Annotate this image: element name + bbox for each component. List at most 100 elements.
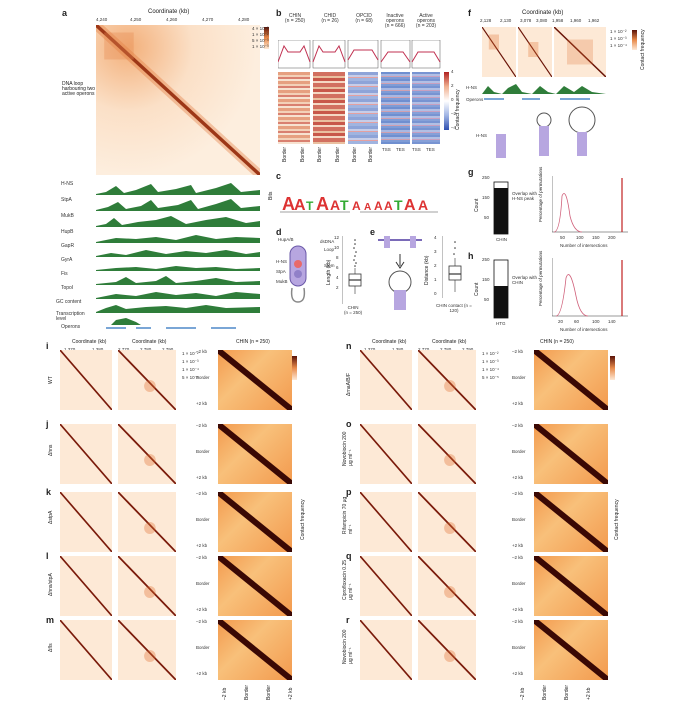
panel-g-xlabel: CHIN (496, 237, 507, 242)
svg-text:A: A (404, 197, 416, 214)
svg-text:A: A (384, 199, 393, 213)
panel-c-ylabel: Bits (268, 191, 274, 200)
right-chin-tick-3-2: +2 kb (512, 607, 524, 612)
left-chin-tick-4-2: +2 kb (196, 671, 208, 676)
panel-h-ylabel: Count (474, 282, 480, 296)
panel-h-bar (493, 259, 509, 319)
left-chin-tick-0-2: +2 kb (196, 401, 208, 406)
panel-g-bar (493, 181, 509, 235)
left-chin-tick-3-0: –2 kb (196, 555, 208, 560)
right-map-a-3 (360, 556, 412, 616)
svg-text:A: A (282, 194, 295, 214)
panel-letter-j: j (46, 419, 49, 429)
left-chin-tick-2-0: –2 kb (196, 491, 208, 496)
svg-text:A: A (352, 199, 361, 213)
panel-d-ylabel: Length (kb) (326, 259, 332, 285)
row-label-rna: ΔrnaA/B/F (346, 372, 352, 396)
panel-h-legend: Overlap with CHIN (512, 275, 538, 285)
left-map-a-2 (60, 492, 112, 552)
row-label-stpa: ΔstpA (48, 510, 54, 524)
panel-g-hist-ylabel: Percentage of permutations (538, 166, 543, 222)
svg-text:A: A (330, 197, 340, 213)
left-chin-map-1 (218, 424, 292, 484)
right-chin-tick-3-0: –2 kb (512, 555, 524, 560)
panel-f-hns-label: H-NS (476, 133, 487, 138)
right-map-b-0 (418, 350, 476, 410)
panel-letter-h: h (468, 251, 474, 261)
right-chin-tick-1-1: Border (512, 449, 526, 454)
panel-e-boxplot (442, 236, 462, 298)
panel-letter-i: i (46, 341, 49, 351)
panel-letter-q: q (346, 551, 352, 561)
panel-f-map-2 (518, 27, 552, 77)
right-chin-tick-3-1: Border (512, 581, 526, 586)
panel-d-boxplot (342, 236, 362, 304)
panel-h-hist-ylabel: Percentage of permutations (538, 250, 543, 306)
right-chin-tick-4-0: –2 kb (512, 619, 524, 624)
right-chin-map-4 (534, 620, 608, 680)
panel-b-profiles (278, 40, 441, 69)
panel-a-annotation: DNA loop harbouring two active operons (62, 81, 96, 97)
panel-h-hist-xlabel: Number of intersections (560, 327, 608, 332)
left-chin-map-0 (218, 350, 292, 410)
panel-letter-d: d (276, 227, 282, 237)
panel-h-xlabel: HTG (496, 321, 506, 326)
left-chin-tick-4-1: Border (196, 645, 210, 650)
lower-xaxis-right: –2 kb Border Border +2 kb (520, 684, 592, 700)
panel-f-map-3 (554, 27, 606, 77)
right-chin-tick-0-2: +2 kb (512, 401, 524, 406)
right-chin-tick-1-2: +2 kb (512, 475, 524, 480)
panel-f-colorbar (632, 30, 637, 50)
panel-letter-b: b (276, 8, 282, 18)
panel-h-hist (552, 258, 628, 317)
panel-letter-c: c (276, 171, 282, 181)
left-chin-tick-0-1: Border (196, 375, 210, 380)
svg-text:A: A (418, 197, 428, 213)
right-chin-tick-0-1: Border (512, 375, 526, 380)
row-label-novobiocin: Novobiocin 200 μg ml⁻¹ (342, 431, 354, 466)
left-chin-tick-1-2: +2 kb (196, 475, 208, 480)
panel-e-schematic (378, 236, 422, 310)
right-map-a-2 (360, 492, 412, 552)
row-label-novobiocin-2: Novobiocin 200 μg ml⁻¹ (342, 629, 354, 664)
left-map-b-0 (118, 350, 176, 410)
right-map-b-3 (418, 556, 476, 616)
panel-f-coord-title: Coordinate (kb) (522, 10, 564, 16)
panel-b-ylabel: Contact frequency (455, 89, 461, 130)
left-chin-tick-0-0: –2 kb (196, 349, 208, 354)
panel-a-tracks: H-NS StpA MukB HupB GapR GyrA Fis TopoI … (56, 181, 85, 330)
left-map-b-4 (118, 620, 176, 680)
panel-letter-o: o (346, 419, 352, 429)
panel-letter-g: g (468, 167, 474, 177)
panel-letter-f: f (468, 8, 471, 18)
svg-text:T: T (306, 199, 314, 213)
panel-a-coord-title: Coordinate (kb) (148, 9, 190, 15)
panel-f-loops (496, 106, 596, 158)
svg-text:A: A (294, 197, 306, 214)
svg-text:T: T (394, 197, 403, 213)
panel-letter-a: a (62, 8, 68, 18)
panel-b-xlabels: Border Border Border Border Border Borde… (282, 146, 435, 162)
panel-f-track-hns: H-NS (466, 85, 477, 90)
panel-e-ylabel: Distance (kb) (424, 255, 430, 285)
right-map-a-0 (360, 350, 412, 410)
panel-letter-p: p (346, 487, 352, 497)
right-chin-map-0 (534, 350, 608, 410)
lower-xaxis-left: –2 kb Border Border +2 kb (222, 684, 294, 700)
right-map-a-4 (360, 620, 412, 680)
right-chin-tick-2-0: –2 kb (512, 491, 524, 496)
right-chin-tick-2-1: Border (512, 517, 526, 522)
panel-a-colorbar (264, 27, 269, 49)
left-map-a-3 (60, 556, 112, 616)
right-chin-tick-4-1: Border (512, 645, 526, 650)
row-label-hns: Δhns (48, 444, 54, 456)
row-label-wt: WT (48, 376, 54, 384)
panel-f-ylabel: Contact frequency (640, 29, 646, 70)
right-chin-tick-4-2: +2 kb (512, 671, 524, 676)
panel-g-legend: Overlap with H-NS peak (512, 191, 538, 201)
left-map-b-1 (118, 424, 176, 484)
panel-d-schematic (289, 245, 307, 303)
panel-b-colorbar (444, 72, 449, 130)
left-chin-tick-4-0: –2 kb (196, 619, 208, 624)
lower-contact-label-right: Contact frequency (614, 499, 620, 540)
